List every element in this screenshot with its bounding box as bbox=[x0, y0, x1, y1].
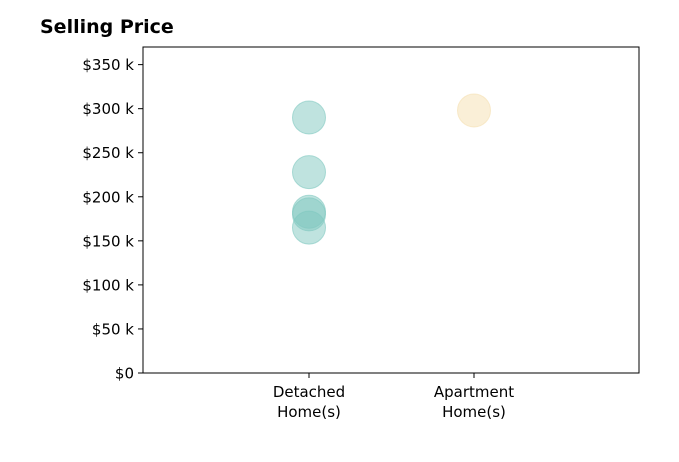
data-point bbox=[292, 210, 326, 245]
x-tick-label: Detached Home(s) bbox=[273, 383, 345, 421]
y-tick-label: $250 k bbox=[82, 144, 134, 162]
y-tick-label: $300 k bbox=[82, 100, 134, 118]
y-tick-label: $0 bbox=[115, 365, 134, 383]
chart-title: Selling Price bbox=[40, 16, 174, 38]
x-axis: Detached Home(s) Apartment Home(s) bbox=[273, 373, 514, 421]
data-point bbox=[292, 155, 326, 190]
data-points bbox=[292, 93, 491, 245]
x-tick-label: Apartment Home(s) bbox=[434, 383, 514, 421]
plot-frame bbox=[142, 46, 640, 374]
data-point bbox=[457, 93, 491, 128]
y-tick-label: $150 k bbox=[82, 232, 134, 250]
y-tick-label: $50 k bbox=[92, 320, 134, 338]
y-tick-label: $200 k bbox=[82, 188, 134, 206]
y-axis: $0 $50 k $100 k $150 k $200 k $250 k $300 k $35… bbox=[82, 56, 143, 383]
y-tick-label: $350 k bbox=[82, 56, 134, 74]
data-point bbox=[292, 100, 326, 135]
y-tick-label: $100 k bbox=[82, 276, 134, 294]
